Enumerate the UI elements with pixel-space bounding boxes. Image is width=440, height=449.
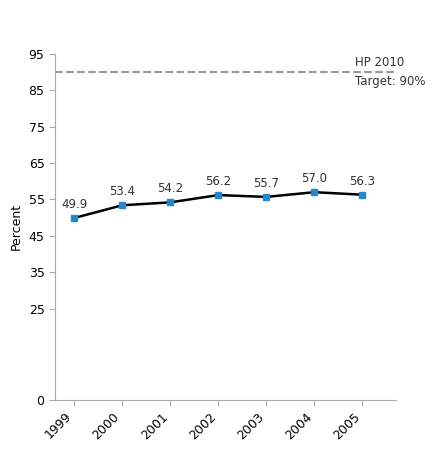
Text: 54.2: 54.2 [157,182,183,195]
Text: 55.7: 55.7 [253,177,279,190]
Text: 53.4: 53.4 [109,185,135,198]
Text: 49.9: 49.9 [61,198,87,211]
Text: 56.2: 56.2 [205,175,231,188]
Text: 56.3: 56.3 [349,175,375,188]
Text: 57.0: 57.0 [301,172,327,185]
Y-axis label: Percent: Percent [10,203,23,250]
Text: HP 2010: HP 2010 [355,56,404,69]
Text: Target: 90%: Target: 90% [355,75,425,88]
